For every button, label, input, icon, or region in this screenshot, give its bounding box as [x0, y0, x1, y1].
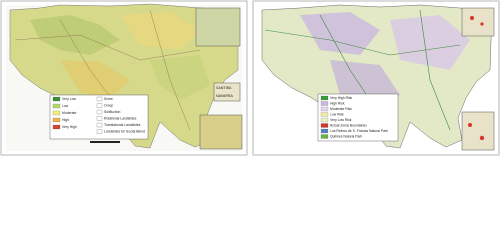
- map-zone: [120, 12, 200, 50]
- legend-label: Low: [62, 104, 69, 108]
- page: {"panels": [ {"legend": {"classes": [ {"…: [0, 0, 500, 156]
- legend-swatch: [320, 123, 329, 128]
- province-inset: [213, 82, 241, 102]
- legend-label: Los Reinos de S. Francia Natural Park: [330, 129, 388, 133]
- legend-swatch: [52, 124, 61, 130]
- legend-swatch: [320, 134, 329, 139]
- legend-swatch: [52, 96, 61, 102]
- legend-symbol: [96, 122, 103, 128]
- inset-label: NAVARRA: [216, 94, 233, 98]
- legend-symbol: [96, 129, 103, 134]
- legend-box: [49, 94, 149, 140]
- legend-label: Moderate Risk: [330, 107, 352, 111]
- legend-swatch: [52, 117, 61, 123]
- legend-label: High Risk: [330, 101, 345, 105]
- legend-symbol: [96, 96, 103, 102]
- left-panel: SANTIBA NAVARRA Very LowLowModerateHighV…: [0, 0, 248, 156]
- legend-swatch: [320, 112, 329, 117]
- legend-swatch: [320, 101, 329, 106]
- legend-label: Translational Landslides: [104, 123, 141, 127]
- legend-symbol: [96, 109, 103, 115]
- location-inset: [195, 7, 241, 47]
- map-zone: [30, 15, 120, 55]
- legend-swatch: [320, 106, 329, 112]
- map-zone: [150, 55, 210, 100]
- figure: SANTIBA NAVARRA Very LowLowModerateHighV…: [0, 0, 500, 156]
- legend-label: Landslides for Social Blend: [104, 129, 145, 133]
- risk-spot: [479, 135, 485, 141]
- legend-symbol: [96, 116, 103, 121]
- map-zone: [300, 12, 380, 55]
- legend-label: Moderate: [62, 111, 76, 115]
- legend-label: Creep: [104, 103, 113, 107]
- legend-swatch: [320, 117, 329, 123]
- legend-label: Very Low: [62, 97, 76, 101]
- map-zone: [60, 60, 130, 100]
- legend-box: [317, 93, 399, 142]
- legend-label: High: [62, 118, 69, 122]
- legend-label: Solifluction: [104, 110, 121, 114]
- legend: Very Low Low Moderate High Very High Scree Cre…: [52, 96, 145, 134]
- legend-label: Rotational Landslides: [104, 116, 137, 120]
- detail-inset: [461, 111, 495, 151]
- detail-inset: [199, 114, 243, 150]
- legend-label: Very High Risk: [330, 96, 353, 100]
- scale-bar: [90, 141, 120, 143]
- detail-inset: [461, 7, 495, 37]
- legend-label: Low Risk: [330, 112, 344, 116]
- legend-label: Very High: [62, 125, 77, 129]
- legend-swatch: [320, 128, 329, 134]
- legend-swatch: [52, 103, 61, 109]
- legend-label: Actual Zonal Boundaries: [330, 123, 367, 127]
- legend-label: Very Low Risk: [330, 118, 352, 122]
- legend-label: Quilmes Natural Park: [330, 134, 363, 138]
- map-zone: [390, 15, 470, 70]
- risk-spot: [468, 123, 472, 127]
- legend-swatch: [320, 95, 329, 101]
- legend-symbol: [96, 103, 103, 108]
- risk-spot: [470, 16, 474, 20]
- legend-swatch: [52, 110, 61, 116]
- legend-label: Scree: [104, 97, 113, 101]
- risk-spot: [480, 22, 484, 26]
- inset-label: SANTIBA: [216, 86, 232, 90]
